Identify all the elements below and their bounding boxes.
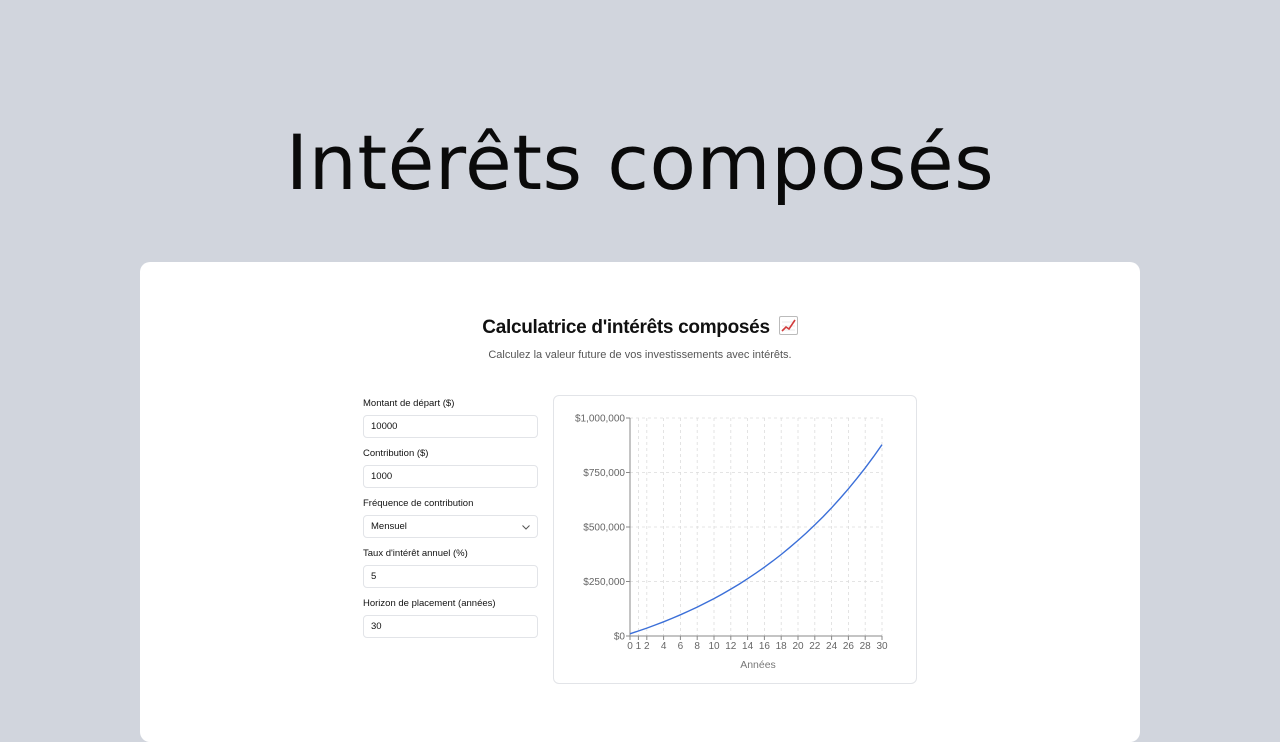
start-amount-label: Montant de départ ($) xyxy=(363,398,455,409)
frequency-value: Mensuel xyxy=(371,521,407,532)
calculator-subtitle: Calculez la valeur future de vos investi… xyxy=(488,349,792,361)
x-tick-label: 16 xyxy=(759,641,771,652)
x-tick-label: 28 xyxy=(860,641,872,652)
x-axis-label: Années xyxy=(740,659,776,671)
horizon-input[interactable]: 30 xyxy=(363,615,538,638)
x-tick-label: 30 xyxy=(876,641,888,652)
x-tick-label: 20 xyxy=(792,641,804,652)
x-tick-label: 6 xyxy=(678,641,684,652)
x-tick-label: 8 xyxy=(694,641,700,652)
series-line xyxy=(629,444,883,635)
start-amount-field: Montant de départ ($) 10000 xyxy=(363,398,538,438)
y-tick-label: $750,000 xyxy=(583,468,625,479)
page-heading: Intérêts composés xyxy=(285,118,995,207)
growth-chart: $0$250,000$500,000$750,000$1,000,0000 1 2 4… xyxy=(575,414,888,672)
x-tick-label: 24 xyxy=(826,641,838,652)
horizon-field: Horizon de placement (années) 30 xyxy=(363,598,538,638)
rate-input[interactable]: 5 xyxy=(363,565,538,588)
frequency-label: Fréquence de contribution xyxy=(363,498,474,509)
start-amount-value: 10000 xyxy=(371,421,398,432)
frequency-select[interactable]: Mensuel xyxy=(363,515,538,538)
calculator-card: Calculatrice d'intérêts composés Calcule… xyxy=(140,262,1140,742)
calculator-title: Calculatrice d'intérêts composés xyxy=(140,316,1140,339)
horizon-label: Horizon de placement (années) xyxy=(363,598,496,609)
y-tick-label: $1,000,000 xyxy=(575,414,625,425)
y-tick-label: $250,000 xyxy=(583,577,625,588)
y-tick-label: $500,000 xyxy=(583,523,625,534)
x-tick-label: 0 xyxy=(627,641,633,652)
x-tick-label: 22 xyxy=(809,641,821,652)
x-tick-label: 26 xyxy=(843,641,855,652)
start-amount-input[interactable]: 10000 xyxy=(363,415,538,438)
contribution-value: 1000 xyxy=(371,471,393,482)
calculator-title-text: Calculatrice d'intérêts composés xyxy=(482,317,770,338)
x-tick-label: 14 xyxy=(742,641,754,652)
chevron-down-icon xyxy=(522,522,530,532)
y-tick-label: $0 xyxy=(614,632,626,643)
chart-increasing-icon xyxy=(778,316,798,335)
contribution-input[interactable]: 1000 xyxy=(363,465,538,488)
horizon-value: 30 xyxy=(371,621,382,632)
x-tick-label: 4 xyxy=(661,641,667,652)
rate-label: Taux d'intérêt annuel (%) xyxy=(363,548,468,559)
rate-field: Taux d'intérêt annuel (%) 5 xyxy=(363,548,538,588)
x-tick-label: 1 xyxy=(636,641,642,652)
frequency-field: Fréquence de contribution Mensuel xyxy=(363,498,538,538)
chart-card: $0 $250,000 $500,000 $750,000 $1,000,000 0 1 2 4… xyxy=(553,395,917,684)
contribution-field: Contribution ($) 1000 xyxy=(363,448,538,488)
x-tick-label: 18 xyxy=(776,641,788,652)
x-tick-label: 12 xyxy=(725,641,737,652)
calculator-form: Montant de départ ($) 10000 Contribution… xyxy=(363,398,538,648)
rate-value: 5 xyxy=(371,571,377,582)
x-tick-label: 2 xyxy=(644,641,650,652)
contribution-label: Contribution ($) xyxy=(363,448,429,459)
x-tick-label: 10 xyxy=(708,641,720,652)
